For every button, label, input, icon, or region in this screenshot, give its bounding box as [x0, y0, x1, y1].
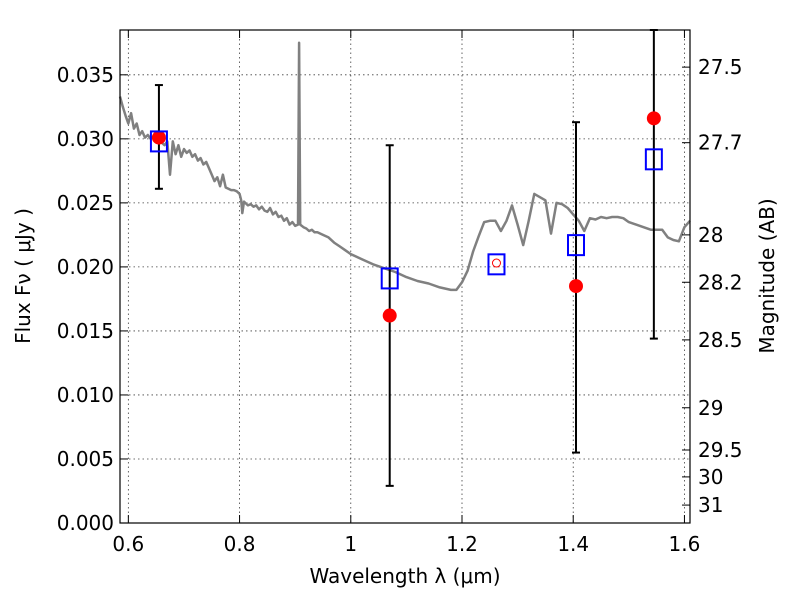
y-tick-label: 0.010 [57, 383, 114, 407]
photometry-point [646, 111, 661, 126]
spectrum-line [118, 41, 691, 292]
y2-tick-label: 27.5 [698, 55, 743, 79]
model-point [567, 234, 585, 257]
x-tick-label: 0.8 [224, 532, 256, 556]
y2-tick-label: 31 [698, 493, 723, 517]
model-point [644, 148, 663, 171]
tick-layer [120, 30, 690, 524]
y-tick-label: 0.030 [57, 127, 114, 151]
y2-axis-label: Magnitude (AB) [755, 198, 779, 353]
y2-tick-label: 30 [698, 465, 723, 489]
x-axis-label: Wavelength λ (μm) [309, 564, 500, 588]
photometry-point [151, 130, 166, 145]
y-tick-label: 0.035 [57, 63, 114, 87]
y-axis-label: Flux Fν ( μJy ) [11, 208, 35, 344]
photometry-point [569, 279, 583, 294]
x-tick-label: 1 [344, 532, 357, 556]
y-tick-label: 0.000 [57, 511, 114, 535]
plot-frame [119, 29, 691, 524]
x-tick-label: 1.4 [557, 532, 589, 556]
x-tick-label: 1.2 [446, 532, 478, 556]
y-tick-label: 0.015 [57, 319, 114, 343]
model-point [487, 253, 506, 276]
y2-tick-label: 28.2 [698, 270, 743, 294]
y2-tick-label: 29.5 [698, 438, 743, 462]
label-layer: 0.6 0.8 1 1.2 1.4 1.6 0.000 0.005 0.010 0.015 0.02… [57, 55, 743, 556]
grid-layer [120, 30, 690, 523]
y2-tick-label: 28.5 [698, 328, 743, 352]
x-tick-label: 0.6 [112, 532, 144, 556]
y2-tick-label: 29 [698, 396, 723, 420]
model-point [149, 130, 168, 153]
photometry-point [382, 308, 397, 323]
y2-tick-label: 28 [698, 223, 723, 247]
y-tick-label: 0.005 [57, 447, 114, 471]
y2-tick-label: 27.7 [698, 131, 743, 155]
marker-layer [149, 111, 663, 323]
model-point [380, 267, 399, 290]
y-tick-label: 0.025 [57, 191, 114, 215]
line-layer [118, 41, 691, 292]
y-tick-label: 0.020 [57, 255, 114, 279]
x-tick-label: 1.6 [669, 532, 701, 556]
photometry-point [491, 258, 501, 268]
errorbar-layer [154, 29, 658, 487]
